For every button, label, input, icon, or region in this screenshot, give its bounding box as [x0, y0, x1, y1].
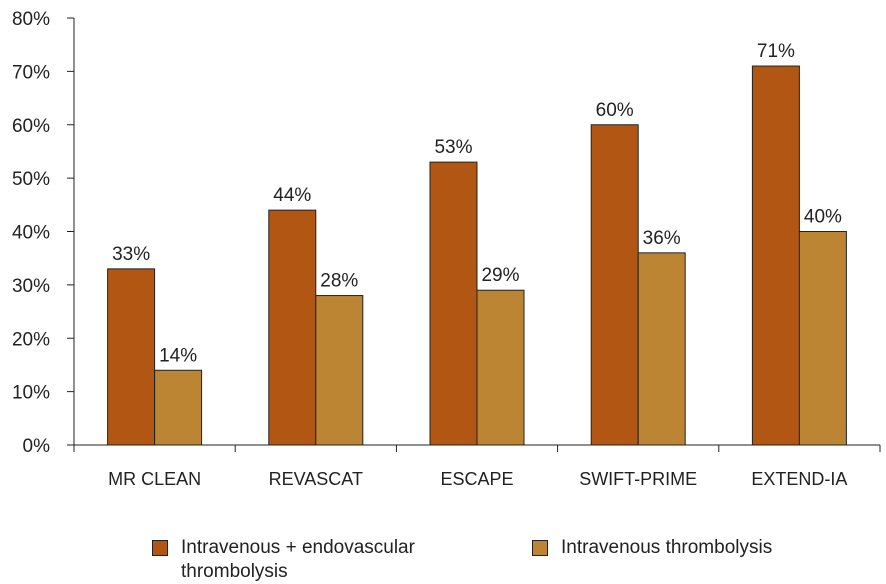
x-tick-label: MR CLEAN	[108, 469, 201, 489]
data-label: 14%	[159, 345, 197, 366]
bar-iv-thrombolysis	[798, 231, 847, 446]
bar-iv-endovascular	[751, 65, 800, 446]
legend-label-iv-thrombolysis: Intravenous thrombolysis	[561, 537, 773, 558]
data-label: 60%	[596, 100, 634, 121]
x-tick-label: REVASCAT	[269, 469, 363, 489]
data-label: 29%	[481, 265, 519, 286]
x-tick-label: EXTEND-IA	[751, 469, 847, 489]
y-tick-label: 50%	[12, 169, 50, 190]
y-tick-label: 70%	[12, 62, 50, 83]
legend-label-iv-endovascular: Intravenous + endovascular thrombolysis	[181, 537, 415, 582]
bar-iv-endovascular	[429, 161, 478, 446]
bar-iv-thrombolysis	[315, 295, 364, 446]
bar-iv-thrombolysis	[154, 369, 203, 446]
data-label: 36%	[643, 228, 681, 249]
y-tick-label: 60%	[12, 116, 50, 137]
y-tick-label: 0%	[23, 436, 51, 457]
x-tick-label: ESCAPE	[440, 469, 513, 489]
legend-item-iv-endovascular: Intravenous + endovascular thrombolysis	[152, 536, 472, 584]
data-label: 53%	[434, 137, 472, 158]
data-label: 40%	[804, 207, 842, 228]
y-tick-label: 40%	[12, 223, 50, 244]
y-tick-label: 80%	[12, 9, 50, 30]
bar-chart: 0% 10% 20% 30% 40% 50% 60% 70% 80% 33% 14% MR CLEAN…	[12, 9, 881, 489]
legend-item-iv-thrombolysis: Intravenous thrombolysis	[532, 536, 852, 560]
legend-swatch-iv-thrombolysis	[532, 540, 548, 556]
x-tick-label: SWIFT-PRIME	[579, 469, 697, 489]
legend: Intravenous + endovascular thrombolysis …	[0, 536, 886, 584]
data-label: 33%	[112, 244, 150, 265]
bar-iv-thrombolysis	[637, 252, 686, 446]
data-label: 44%	[273, 185, 311, 206]
bar-iv-endovascular	[268, 209, 317, 446]
data-label: 71%	[757, 41, 795, 62]
bar-iv-endovascular	[590, 124, 639, 446]
legend-swatch-iv-endovascular	[152, 540, 168, 556]
data-label: 28%	[320, 271, 358, 292]
y-tick-label: 20%	[12, 329, 50, 350]
y-tick-label: 10%	[12, 383, 50, 404]
bar-iv-endovascular	[107, 268, 156, 446]
bar-iv-thrombolysis	[476, 289, 525, 446]
y-tick-label: 30%	[12, 276, 50, 297]
